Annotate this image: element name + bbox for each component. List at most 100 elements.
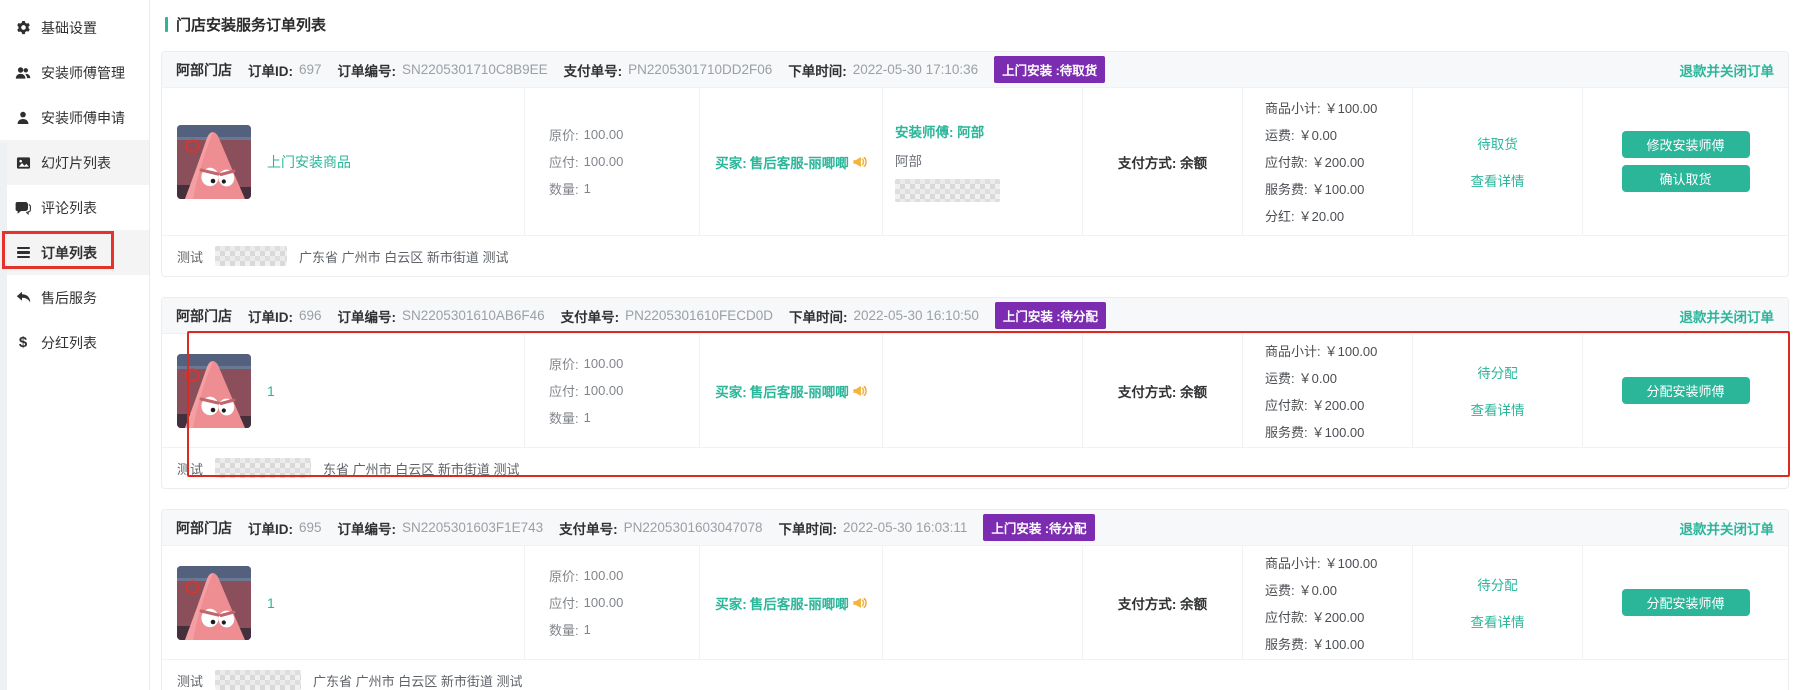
view-detail-link[interactable]: 查看详情 [1470,174,1525,189]
price-cell: 原价: 100.00 应付: 100.00 数量: 1 [524,88,699,235]
store-name: 阿部门店 [176,519,232,536]
pay-no-field: 支付单号: PN2205301603047078 [559,520,763,537]
installer-cell [882,334,1082,447]
order-header: 阿部门店 订单ID: 697 订单编号: SN2205301710C8B9EE 支付… [162,52,1788,88]
order-status: 待分配 [1477,578,1518,593]
order-id-field: 订单ID: 695 [248,520,322,537]
sidebar-item-label: 安装师傅管理 [41,64,125,81]
address-redacted-block [215,458,312,478]
price-cell: 原价: 100.00 应付: 100.00 数量: 1 [524,546,699,659]
product-image[interactable] [177,124,251,199]
sidebar: 基础设置 安装师傅管理 安装师傅申请 幻灯片列表 评论列表 [0,0,150,690]
product-name-link[interactable]: 1 [267,594,275,611]
status-badge: 上门安装 :待分配 [994,302,1106,329]
buyer-name: 买家: 售后客服-丽唧唧 [715,593,867,613]
product-name-link[interactable]: 1 [267,382,275,399]
page-title: 门店安装服务订单列表 [176,17,327,34]
totals-cell: 商品小计: ￥100.00 运费: ￥0.00 应付款: ￥200.00 服务费: ￥1… [1242,546,1412,659]
users-icon [15,65,31,81]
view-detail-link[interactable]: 查看详情 [1470,403,1525,418]
product-cell: 1 [162,546,524,659]
order-status: 待取货 [1477,137,1518,152]
installer-cell: 安装师傅: 阿部 阿部 [882,88,1082,235]
confirm-pickup-button[interactable]: 确认取货 [1621,165,1750,192]
order-id-field: 订单ID: 696 [248,308,322,325]
actions-cell: 分配安装师傅 [1582,334,1788,447]
order-body-row: 上门安装商品 原价: 100.00 应付: 100.00 数量: 1 买家: 售后客服… [162,88,1788,235]
product-cell: 1 [162,334,524,447]
installer-phone-redacted [895,179,1000,202]
status-badge: 上门安装 :待分配 [983,514,1095,541]
payment-cell: 支付方式: 余额 [1082,546,1242,659]
buyer-cell: 买家: 售后客服-丽唧唧 [699,88,882,235]
address-row: 测试 广东省 广州市 白云区 新市街道 测试 [162,659,1788,690]
horn-emoji-icon [852,597,867,609]
totals-cell: 商品小计: ￥100.00 运费: ￥0.00 应付款: ￥200.00 服务费: ￥1… [1242,334,1412,447]
sidebar-item-slideshow-list[interactable]: 幻灯片列表 [0,140,149,185]
comment-icon [15,200,31,216]
payment-cell: 支付方式: 余额 [1082,334,1242,447]
sidebar-item-installer-management[interactable]: 安装师傅管理 [0,50,149,95]
order-id-field: 订单ID: 697 [248,62,322,79]
sidebar-item-label: 分红列表 [41,334,97,351]
change-installer-button[interactable]: 修改安装师傅 [1621,131,1750,158]
product-cell: 上门安装商品 [162,88,524,235]
horn-emoji-icon [852,385,867,397]
address-prefix: 测试 [177,673,204,689]
refund-close-link[interactable]: 退款并关闭订单 [1679,309,1775,325]
sidebar-item-order-list[interactable]: 订单列表 [0,230,149,275]
product-image[interactable] [177,565,251,640]
assign-installer-button[interactable]: 分配安装师傅 [1621,377,1750,404]
page-title-row: 门店安装服务订单列表 [165,14,1785,35]
image-icon [15,155,31,171]
status-cell: 待分配 查看详情 [1412,334,1582,447]
address-row: 测试 广东省 广州市 白云区 新市街道 测试 [162,235,1788,276]
price-cell: 原价: 100.00 应付: 100.00 数量: 1 [524,334,699,447]
address-text: 广东省 广州市 白云区 新市街道 测试 [313,673,523,689]
order-card-696: 阿部门店 订单ID: 696 订单编号: SN2205301610AB6F46 支付… [161,297,1790,489]
store-name: 阿部门店 [176,307,232,324]
order-time-field: 下单时间: 2022-05-30 16:03:11 [778,520,968,537]
installer-cell [882,546,1082,659]
order-body-row: 1 原价: 100.00 应付: 100.00 数量: 1 买家: 售后客服-丽唧唧 [162,546,1788,659]
sidebar-item-comment-list[interactable]: 评论列表 [0,185,149,230]
assign-installer-button[interactable]: 分配安装师傅 [1621,589,1750,616]
refund-close-link[interactable]: 退款并关闭订单 [1679,521,1775,537]
order-card-697: 阿部门店 订单ID: 697 订单编号: SN2205301710C8B9EE 支付… [161,51,1789,277]
view-detail-link[interactable]: 查看详情 [1470,615,1525,630]
order-no-field: 订单编号: SN2205301603F1E743 [337,520,544,537]
order-time-field: 下单时间: 2022-05-30 17:10:36 [788,62,979,79]
store-name: 阿部门店 [176,61,232,78]
horn-emoji-icon [852,156,867,168]
buyer-cell: 买家: 售后客服-丽唧唧 [699,334,882,447]
sidebar-item-dividend-list[interactable]: $ 分红列表 [0,320,149,365]
gear-icon [15,20,31,36]
sidebar-item-label: 评论列表 [41,199,97,216]
sidebar-item-label: 安装师傅申请 [41,109,125,126]
address-row: 测试 东省 广州市 白云区 新市街道 测试 [162,447,1788,488]
order-header: 阿部门店 订单ID: 696 订单编号: SN2205301610AB6F46 支付… [162,298,1788,334]
sidebar-item-label: 订单列表 [41,244,97,261]
address-text: 广东省 广州市 白云区 新市街道 测试 [299,249,509,265]
dollar-icon: $ [18,334,28,351]
user-icon [15,110,31,126]
order-time-field: 下单时间: 2022-05-30 16:10:50 [789,308,979,325]
order-card-695: 阿部门店 订单ID: 695 订单编号: SN2205301603F1E743 支付… [161,509,1789,690]
sidebar-item-basic-settings[interactable]: 基础设置 [0,5,149,50]
status-cell: 待取货 查看详情 [1412,88,1582,235]
status-cell: 待分配 查看详情 [1412,546,1582,659]
order-status: 待分配 [1477,366,1518,381]
refund-close-link[interactable]: 退款并关闭订单 [1679,63,1775,79]
totals-cell: 商品小计: ￥100.00 运费: ￥0.00 应付款: ￥200.00 服务费: ￥1… [1242,88,1412,235]
address-prefix: 测试 [177,461,204,477]
status-badge: 上门安装 :待取货 [994,56,1106,83]
product-name-link[interactable]: 上门安装商品 [267,153,351,170]
sidebar-item-after-sales[interactable]: 售后服务 [0,275,149,320]
sidebar-item-installer-application[interactable]: 安装师傅申请 [0,95,149,140]
order-no-field: 订单编号: SN2205301710C8B9EE [337,62,548,79]
left-scroll-strip[interactable] [0,143,7,690]
product-image[interactable] [177,353,251,428]
payment-cell: 支付方式: 余额 [1082,88,1242,235]
sidebar-item-label: 幻灯片列表 [41,154,111,171]
